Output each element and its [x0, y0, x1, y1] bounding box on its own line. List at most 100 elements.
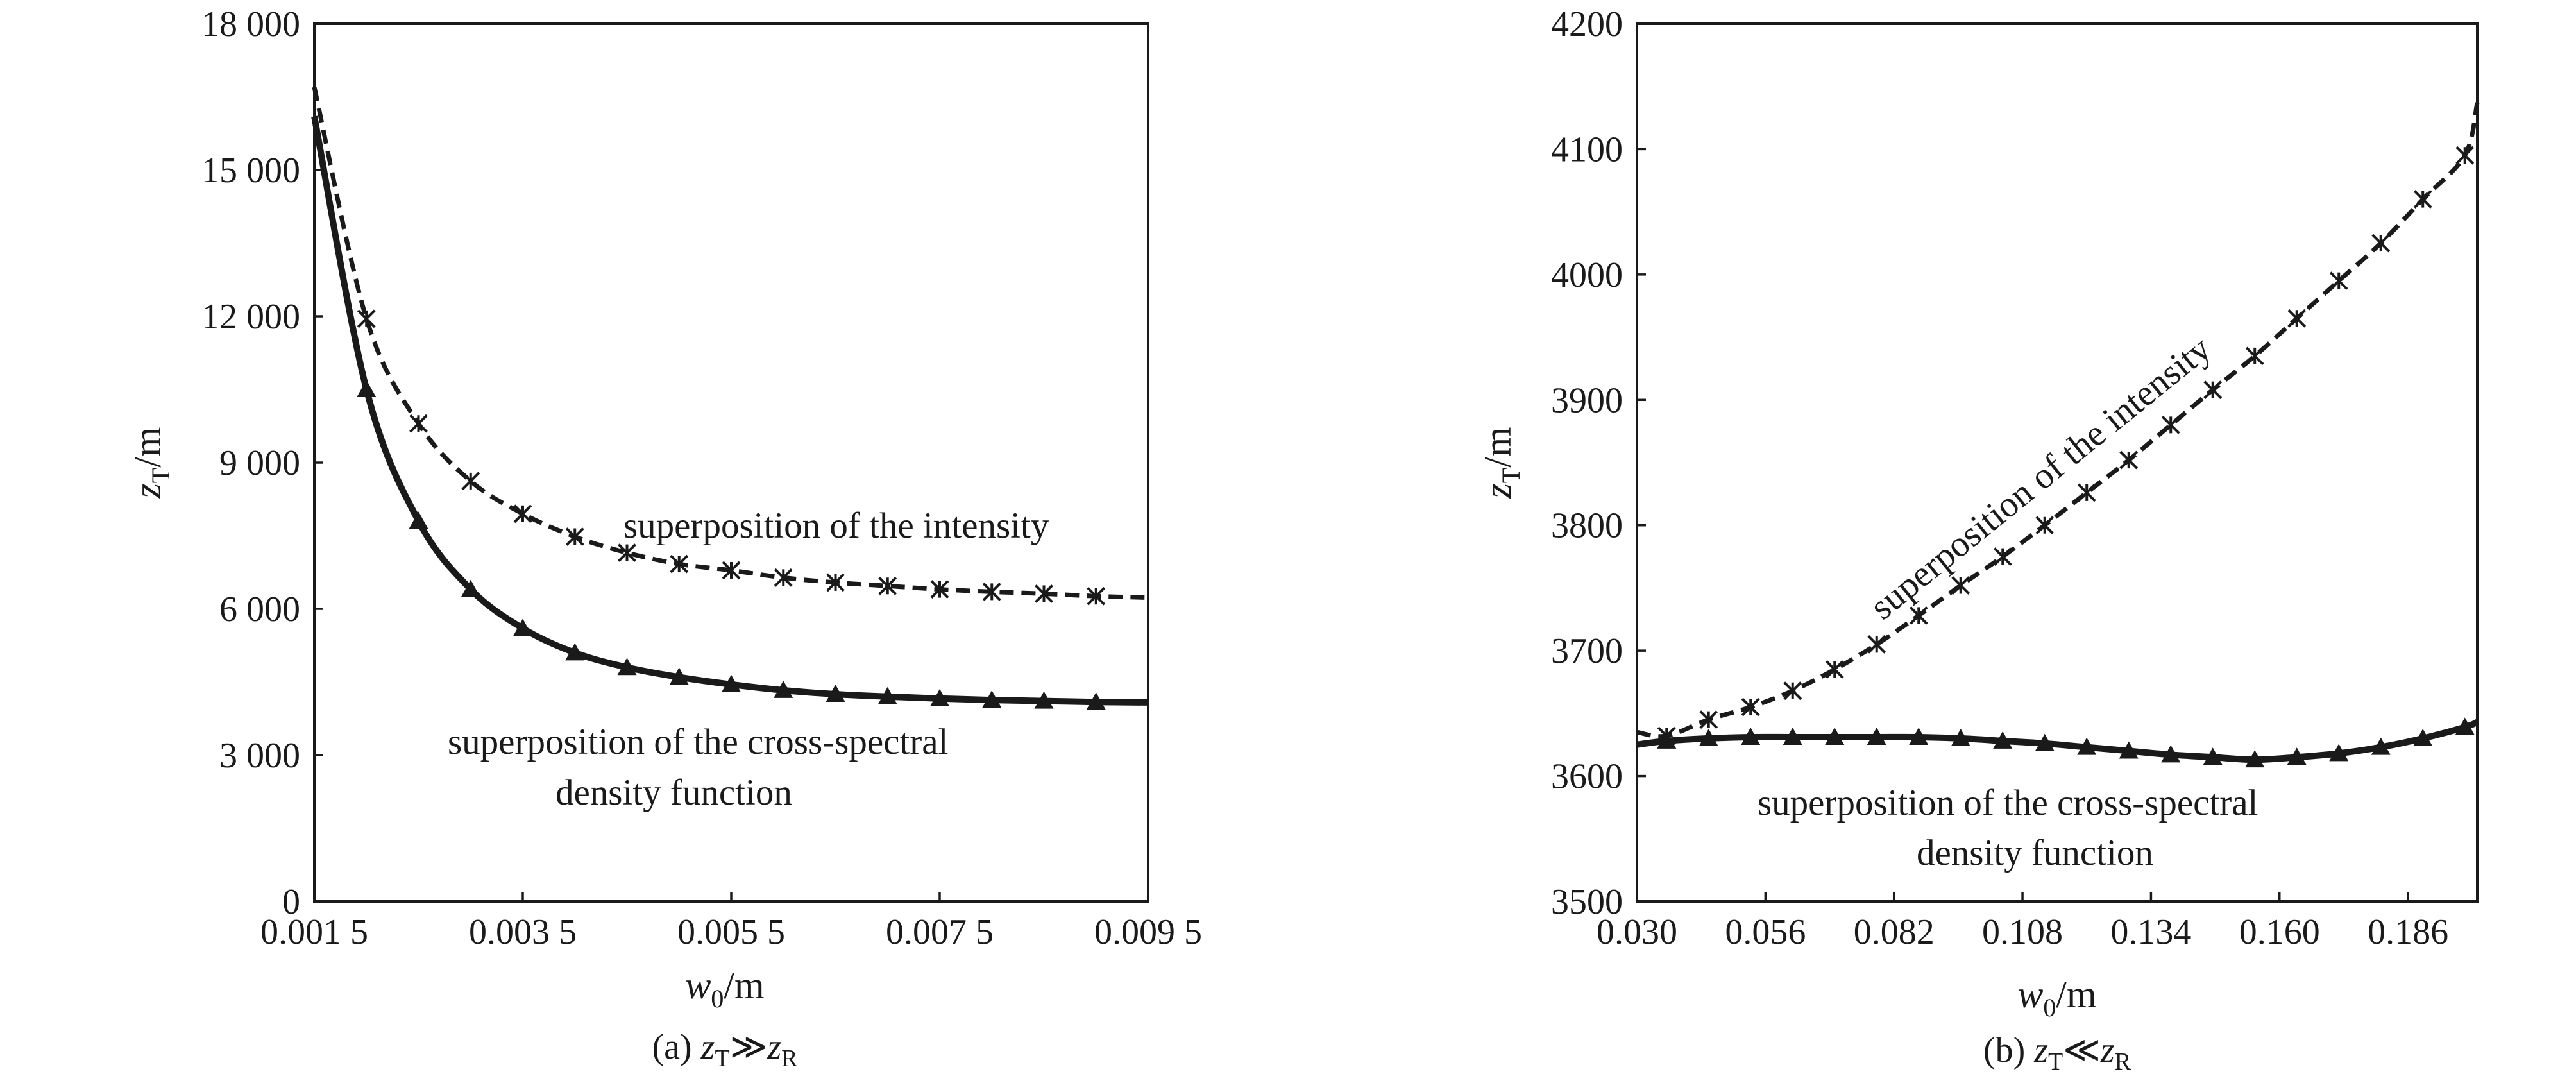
data-point-intensity [1909, 606, 1928, 625]
x-tick-label: 0.030 [1597, 912, 1677, 952]
caption-prefix: (a) [652, 1027, 701, 1067]
data-point-cross [2161, 745, 2181, 763]
data-point-intensity [878, 576, 897, 595]
data-point-cross [930, 688, 949, 706]
panel-caption: (b) zT≪zR [1983, 1030, 2131, 1074]
x-axis-label-symbol: w [2017, 973, 2043, 1016]
y-tick-label: 3700 [1551, 631, 1623, 671]
data-point-intensity [1825, 660, 1844, 679]
x-tick-label: 0.186 [2368, 912, 2448, 952]
data-point-intensity [1035, 584, 1053, 603]
data-point-intensity [2203, 380, 2223, 400]
y-tick-label: 3600 [1551, 757, 1623, 797]
y-tick-label: 12 000 [201, 297, 300, 337]
data-point-intensity [618, 543, 636, 563]
x-tick-label: 0.108 [1982, 912, 2063, 952]
y-tick-labels: 3500 3600 3700 3800 3900 4000 4100 4200 [1551, 4, 1623, 922]
y-tick-label: 15 000 [201, 151, 300, 191]
x-tick-label: 0.160 [2239, 912, 2320, 952]
data-point-intensity [2287, 309, 2307, 328]
data-point-intensity [826, 573, 845, 592]
y-tick-label: 4200 [1551, 4, 1623, 44]
data-point-intensity [2413, 190, 2432, 209]
data-point-cross [2119, 741, 2139, 759]
data-point-intensity [2077, 483, 2096, 502]
data-point-intensity [409, 414, 428, 433]
data-point-intensity [565, 527, 584, 546]
data-point-cross [2371, 737, 2391, 755]
y-tick-label: 3900 [1551, 380, 1623, 420]
data-point-cross [617, 658, 637, 676]
data-point-intensity [2455, 146, 2475, 165]
series-markers [357, 309, 1106, 710]
annotation-cross-spectral-line-2: density function [1917, 833, 2153, 873]
data-point-cross [1993, 731, 2013, 749]
x-axis-label-subscript: 0 [2043, 993, 2056, 1022]
caption-right-subscript: R [781, 1045, 798, 1072]
y-axis-label: zT/m [126, 427, 175, 499]
y-axis-label-symbol: z [1477, 483, 1519, 499]
annotation-intensity: superposition of the intensity [623, 506, 1049, 546]
x-tick-labels: 0.001 5 0.003 5 0.005 5 0.007 5 0.009 5 [260, 912, 1202, 952]
data-point-cross [1909, 727, 1929, 745]
data-point-cross [2035, 733, 2055, 751]
data-point-cross [722, 674, 741, 692]
data-point-cross [1951, 728, 1970, 746]
data-point-intensity [722, 561, 741, 580]
caption-right-subscript: R [2115, 1048, 2131, 1074]
data-point-cross [1783, 727, 1802, 745]
data-point-cross [1741, 727, 1761, 745]
y-tick-label: 3800 [1551, 506, 1623, 546]
data-point-cross [982, 690, 1002, 708]
data-point-cross [2329, 744, 2349, 762]
data-point-cross [1086, 692, 1106, 710]
data-point-intensity [2119, 450, 2139, 470]
y-tick-label: 4100 [1551, 130, 1623, 169]
y-tick-label: 3500 [1551, 882, 1623, 922]
y-axis-label-unit: /m [126, 427, 169, 467]
annotation-cross-spectral-line-1: superposition of the cross-spectral [448, 722, 948, 762]
caption-relation: ≫ [730, 1027, 768, 1067]
series-lines [1636, 102, 2480, 763]
x-axis-label-subscript: 0 [711, 984, 724, 1013]
data-point-cross [774, 680, 793, 698]
x-tick-label: 0.007 5 [886, 912, 994, 952]
plot-frame [313, 22, 1149, 903]
data-point-cross [2287, 747, 2307, 765]
y-axis-label-subscript: T [1496, 468, 1525, 483]
caption-left-subscript: T [2048, 1048, 2063, 1074]
data-point-intensity [670, 554, 689, 574]
data-point-intensity [357, 309, 376, 328]
y-tick-label: 6 000 [219, 590, 300, 629]
y-tick-label: 0 [282, 882, 300, 922]
data-point-intensity [2161, 415, 2180, 434]
caption-left-subscript: T [715, 1045, 729, 1072]
data-point-intensity [1951, 576, 1970, 595]
data-point-cross [2413, 728, 2433, 746]
x-tick-labels: 0.030 0.056 0.082 0.108 0.134 0.160 0.186 [1597, 912, 2448, 952]
data-point-intensity [1867, 635, 1886, 654]
x-axis-label-symbol: w [685, 964, 711, 1007]
x-tick-label: 0.005 5 [677, 912, 785, 952]
caption-right-symbol: z [767, 1027, 781, 1067]
data-point-intensity [930, 580, 949, 599]
data-point-cross [877, 686, 897, 704]
y-axis-label-subscript: T [146, 468, 175, 483]
data-point-cross [2245, 750, 2265, 768]
x-tick-label: 0.056 [1725, 912, 1806, 952]
y-tick-label: 4000 [1551, 255, 1623, 295]
data-point-intensity [461, 472, 480, 491]
data-point-cross [826, 685, 845, 702]
chart-panel-a: 0 3 000 6 000 9 000 12 000 15 000 18 000 0.001… [126, 4, 1202, 1072]
data-point-intensity [774, 568, 793, 587]
data-point-cross [461, 579, 480, 597]
annotation-intensity: superposition of the intensity [1863, 328, 2219, 627]
y-tick-label: 18 000 [201, 4, 300, 44]
data-point-intensity [1699, 710, 1718, 729]
data-point-cross [565, 643, 585, 661]
y-axis-label-unit: /m [1477, 427, 1519, 467]
axis-ticks [313, 22, 1149, 903]
x-axis-label: w0/m [2017, 973, 2096, 1022]
x-tick-label: 0.009 5 [1094, 912, 1202, 952]
